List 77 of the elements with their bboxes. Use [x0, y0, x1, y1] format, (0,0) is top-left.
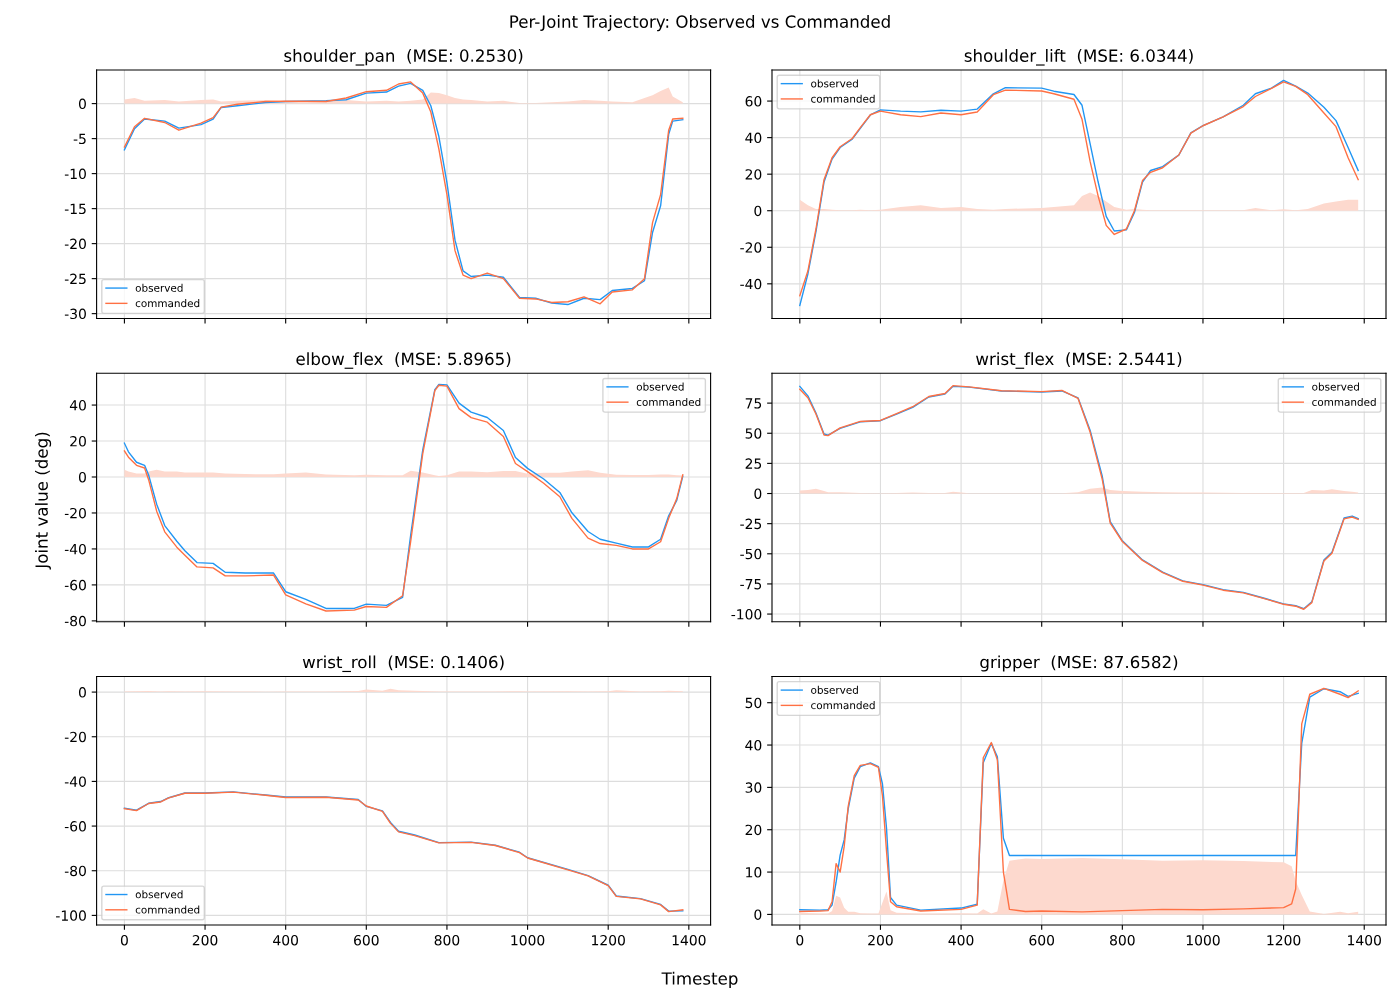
legend-label: commanded — [811, 701, 875, 710]
y-tick-label: 10 — [746, 867, 762, 878]
legend-label: observed — [811, 79, 858, 88]
y-tick-label: 40 — [745, 132, 762, 144]
x-tick-label: 1000 — [511, 934, 545, 946]
y-tick-label: -80 — [64, 615, 86, 627]
x-tick-label: 0 — [120, 934, 128, 946]
x-tick-label: 400 — [948, 934, 974, 946]
legend-label: commanded — [135, 905, 200, 914]
chart-title: shoulder_pan (MSE: 0.2530) — [284, 49, 523, 66]
y-tick-label: 20 — [745, 824, 762, 836]
y-tick-label: -25 — [64, 273, 86, 285]
y-tick-label: -20 — [740, 242, 762, 253]
y-tick-label: -40 — [64, 543, 86, 555]
x-tick-label: 800 — [434, 934, 460, 946]
y-tick-label: -10 — [64, 168, 86, 180]
y-tick-label: -5 — [73, 133, 86, 145]
y-tick-label: 20 — [745, 169, 762, 180]
y-tick-label: 40 — [745, 740, 762, 751]
y-tick-label: 50 — [745, 697, 762, 709]
x-tick-label: 1400 — [1348, 934, 1381, 946]
legend-label: commanded — [636, 397, 701, 406]
legend-label: observed — [811, 685, 858, 694]
y-tick-label: 0 — [78, 98, 86, 110]
legend-label: commanded — [135, 299, 200, 308]
x-tick-label: 600 — [354, 934, 379, 946]
y-axis-title: Joint value (deg) — [35, 432, 52, 570]
y-tick-label: -80 — [64, 865, 86, 877]
x-axis-title: Timestep — [661, 971, 738, 988]
y-tick-label: -100 — [56, 910, 86, 921]
x-tick-label: 1400 — [672, 934, 706, 946]
y-tick-label: 0 — [78, 471, 86, 483]
text: Per-Joint Trajectory: Observed vs Commanded — [510, 15, 890, 32]
x-tick-label: 1200 — [592, 934, 625, 946]
chart-title: wrist_flex (MSE: 2.5441) — [976, 352, 1182, 369]
y-tick-label: 50 — [745, 428, 762, 439]
x-tick-label: 0 — [796, 934, 804, 946]
y-tick-label: -15 — [64, 203, 86, 215]
x-tick-label: 800 — [1110, 934, 1135, 946]
x-tick-label: 600 — [1029, 934, 1055, 946]
y-tick-label: -20 — [64, 731, 86, 743]
chart-title: elbow_flex (MSE: 5.8965) — [296, 352, 511, 369]
y-tick-label: 0 — [754, 909, 762, 920]
x-tick-label: 200 — [868, 934, 893, 946]
x-tick-label: 400 — [273, 934, 299, 946]
y-tick-label: 40 — [69, 400, 86, 411]
y-tick-label: 75 — [745, 398, 762, 409]
y-tick-label: -100 — [731, 609, 762, 620]
legend-label: commanded — [1312, 397, 1376, 406]
chart-title: wrist_roll (MSE: 0.1406) — [302, 655, 504, 673]
legend-label: observed — [135, 283, 183, 292]
y-tick-label: -40 — [740, 278, 762, 290]
y-tick-label: -20 — [64, 507, 86, 519]
y-tick-label: -30 — [64, 308, 86, 320]
y-tick-label: 30 — [745, 782, 762, 793]
y-tick-label: -75 — [740, 579, 762, 590]
y-tick-label: -40 — [64, 776, 86, 787]
x-tick-label: 1200 — [1267, 934, 1301, 946]
legend-label: commanded — [811, 94, 875, 103]
legend-label: observed — [135, 890, 183, 899]
y-tick-label: 60 — [745, 96, 762, 107]
y-tick-label: -50 — [740, 548, 762, 560]
y-tick-label: 25 — [745, 458, 762, 469]
y-tick-label: 0 — [754, 488, 762, 499]
legend-label: observed — [636, 382, 684, 391]
y-tick-label: 0 — [754, 205, 762, 217]
y-tick-label: 20 — [70, 436, 86, 447]
y-tick-label: -60 — [64, 579, 86, 591]
chart-title: shoulder_lift (MSE: 6.0344) — [964, 49, 1193, 66]
chart-title: gripper (MSE: 87.6582) — [980, 655, 1178, 672]
y-tick-label: -25 — [740, 518, 762, 530]
y-tick-label: -60 — [64, 821, 86, 832]
y-tick-label: 0 — [78, 687, 86, 698]
x-tick-label: 200 — [192, 934, 218, 946]
legend-label: observed — [1312, 382, 1359, 391]
y-tick-label: -20 — [64, 238, 86, 250]
x-tick-label: 1000 — [1186, 934, 1220, 946]
